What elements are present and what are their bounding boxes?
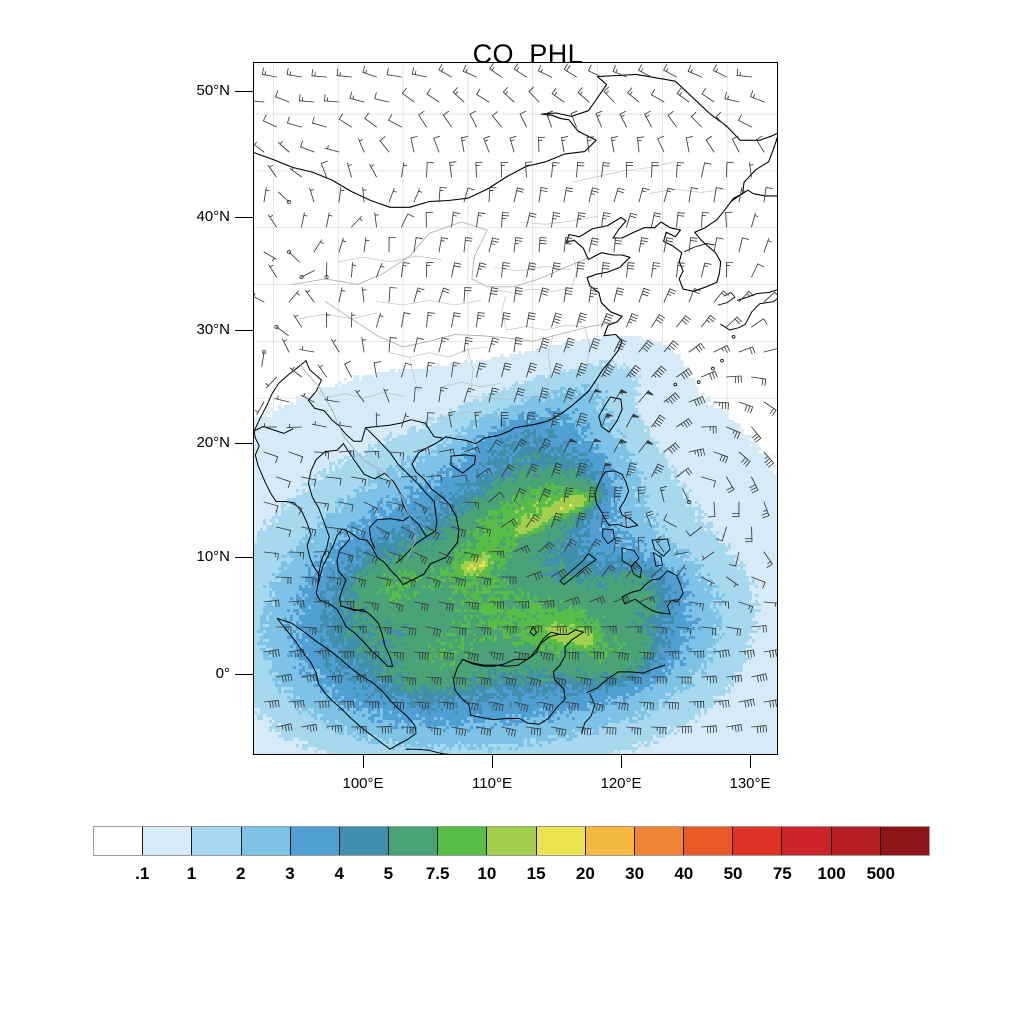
- colorbar-tick-10: 10: [457, 864, 517, 884]
- colorbar-segment-14: [782, 827, 832, 855]
- y-tick-5: [235, 674, 253, 676]
- colorbar-tick-1: 1: [161, 864, 221, 884]
- coastlines: [254, 189, 777, 754]
- colorbar[interactable]: [93, 826, 930, 856]
- colorbar-tick-50: 50: [703, 864, 763, 884]
- wind-barbs: [254, 63, 777, 737]
- colorbar-tick-7p5: 7.5: [408, 864, 468, 884]
- colorbar-tick-75: 75: [752, 864, 812, 884]
- colorbar-segment-16: [880, 827, 929, 855]
- y-tick-4: [235, 557, 253, 559]
- colorbar-segment-9: [536, 827, 586, 855]
- x-label-wrap-3: 130°E: [705, 775, 795, 792]
- y-axis-label-50N: 50°N: [170, 82, 230, 99]
- colorbar-segment-8: [487, 827, 537, 855]
- colorbar-tick-40: 40: [654, 864, 714, 884]
- y-tick-2: [235, 330, 253, 332]
- x-tick-0: [363, 755, 365, 768]
- colorbar-tick-20: 20: [555, 864, 615, 884]
- colorbar-segment-2: [192, 827, 242, 855]
- colorbar-segment-6: [389, 827, 439, 855]
- colorbar-segment-7: [438, 827, 488, 855]
- map-canvas: [254, 63, 777, 754]
- colorbar-tick-500: 500: [851, 864, 911, 884]
- x-axis-label-120E: 120°E: [576, 775, 666, 792]
- x-label-wrap-1: 110°E: [447, 775, 537, 792]
- colorbar-tick-100: 100: [802, 864, 862, 884]
- y-tick-0: [235, 91, 253, 93]
- colorbar-segment-12: [684, 827, 734, 855]
- x-tick-1: [492, 755, 494, 768]
- y-tick-1: [235, 217, 253, 219]
- y-axis-label-10N: 10°N: [170, 548, 230, 565]
- y-axis-label-20N: 20°N: [170, 434, 230, 451]
- colorbar-tick-15: 15: [506, 864, 566, 884]
- x-label-wrap-0: 100°E: [318, 775, 408, 792]
- rivers: [292, 221, 615, 559]
- colorbar-tick-labels: .1 1 2 3 4 5 7.5 10 15 20 30 40 50 75 100 500: [93, 864, 930, 888]
- colorbar-segment-11: [634, 827, 685, 855]
- x-label-wrap-2: 120°E: [576, 775, 666, 792]
- co-filled-contours: [254, 336, 777, 754]
- y-axis-label-40N: 40°N: [170, 208, 230, 225]
- y-tick-3: [235, 443, 253, 445]
- x-axis-label-110E: 110°E: [447, 775, 537, 792]
- colorbar-segment-13: [733, 827, 783, 855]
- map-plot-area[interactable]: [253, 62, 778, 755]
- y-axis-label-0: 0°: [170, 665, 230, 682]
- colorbar-tick-30: 30: [605, 864, 665, 884]
- colorbar-segment-5: [339, 827, 390, 855]
- x-axis-label-130E: 130°E: [705, 775, 795, 792]
- colorbar-segment-15: [831, 827, 881, 855]
- colorbar-tick-5: 5: [358, 864, 418, 884]
- colorbar-segment-4: [290, 827, 340, 855]
- colorbar-segment-0: [94, 827, 144, 855]
- colorbar-tick-2: 2: [211, 864, 271, 884]
- colorbar-tick-p1: .1: [112, 864, 172, 884]
- colorbar-tick-4: 4: [309, 864, 369, 884]
- province-borders: [299, 161, 728, 423]
- colorbar-segment-10: [585, 827, 635, 855]
- x-tick-2: [621, 755, 623, 768]
- x-tick-3: [750, 755, 752, 768]
- colorbar-segment-3: [241, 827, 291, 855]
- colorbar-segment-1: [143, 827, 193, 855]
- y-axis-label-30N: 30°N: [170, 321, 230, 338]
- x-axis-label-100E: 100°E: [318, 775, 408, 792]
- colorbar-tick-3: 3: [260, 864, 320, 884]
